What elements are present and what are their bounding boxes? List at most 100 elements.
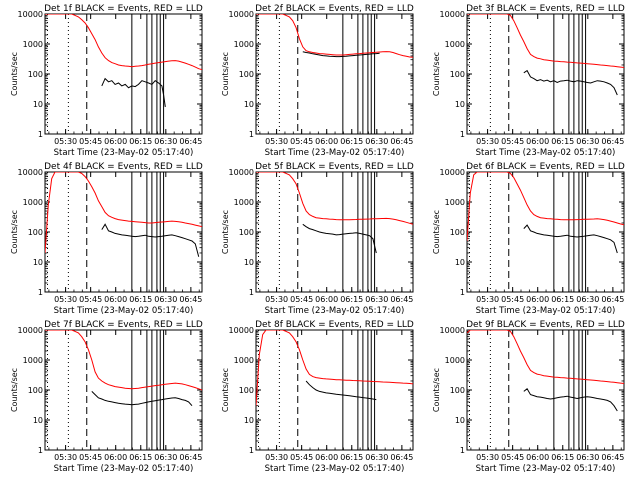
y-tick-label: 10 (244, 416, 254, 425)
x-tick-label: 06:45 (390, 295, 413, 304)
data-area (45, 172, 202, 292)
y-tick-label: 100 (28, 386, 43, 395)
data-area (467, 330, 624, 450)
x-tick-label: 06:30 (576, 295, 599, 304)
x-tick-label: 05:30 (54, 453, 77, 462)
data-area (467, 14, 624, 134)
y-tick-label: 1 (460, 130, 465, 139)
chart-title: Det 9f BLACK = Events, RED = LLD (466, 320, 625, 330)
y-tick-label: 1 (38, 446, 43, 455)
x-tick-label: 06:15 (551, 295, 574, 304)
y-tick-label: 10 (33, 258, 43, 267)
y-tick-label: 1 (460, 288, 465, 297)
y-tick-label: 10000 (229, 168, 254, 177)
y-axis-label: Counts/sec (432, 210, 441, 254)
y-tick-label: 1 (460, 446, 465, 455)
x-axis-label: Start Time (23-May-02 05:17:40) (54, 306, 194, 316)
x-tick-label: 05:45 (290, 453, 313, 462)
y-tick-label: 1 (249, 130, 254, 139)
x-tick-label: 05:45 (501, 137, 524, 146)
y-tick-label: 100 (450, 228, 465, 237)
x-tick-label: 06:30 (154, 137, 177, 146)
y-tick-label: 100 (450, 386, 465, 395)
chart-panel-5: Det 5f BLACK = Events, RED = LLD 1 10 100 10… (221, 162, 414, 316)
series-line-lld (45, 172, 202, 254)
y-axis-label: Counts/sec (221, 52, 230, 96)
x-axis-label: Start Time (23-May-02 05:17:40) (265, 148, 405, 158)
y-tick-label: 1 (38, 288, 43, 297)
chart-panel-3: Det 3f BLACK = Events, RED = LLD 1 10 100 10… (432, 4, 625, 158)
y-tick-label: 10000 (229, 326, 254, 335)
x-tick-label: 06:15 (551, 137, 574, 146)
y-tick-label: 100 (239, 386, 254, 395)
y-axis-label: Counts/sec (10, 210, 19, 254)
x-tick-label: 06:00 (104, 137, 127, 146)
y-tick-label: 1 (249, 288, 254, 297)
x-tick-label: 06:45 (179, 137, 202, 146)
x-tick-label: 06:15 (129, 137, 152, 146)
x-tick-label: 06:15 (129, 453, 152, 462)
y-axis-label: Counts/sec (221, 368, 230, 412)
y-axis-label: Counts/sec (432, 368, 441, 412)
x-tick-label: 06:00 (315, 453, 338, 462)
chart-title: Det 6f BLACK = Events, RED = LLD (466, 162, 625, 172)
y-axis-label: Counts/sec (221, 210, 230, 254)
series-line-events (523, 224, 618, 254)
series-line-events (523, 388, 618, 412)
data-area (45, 330, 202, 450)
chart-title: Det 8f BLACK = Events, RED = LLD (255, 320, 414, 330)
chart-title: Det 5f BLACK = Events, RED = LLD (255, 162, 414, 172)
y-tick-label: 10000 (18, 168, 43, 177)
series-line-lld (256, 172, 413, 225)
x-tick-label: 05:45 (290, 295, 313, 304)
chart-title: Det 1f BLACK = Events, RED = LLD (44, 4, 203, 14)
chart-title: Det 7f BLACK = Events, RED = LLD (44, 320, 203, 330)
series-line-lld (45, 330, 202, 391)
x-tick-label: 06:45 (601, 137, 624, 146)
series-line-events (101, 223, 200, 257)
x-tick-label: 05:30 (476, 137, 499, 146)
x-tick-label: 05:45 (79, 137, 102, 146)
data-area (256, 14, 413, 134)
x-tick-label: 06:30 (576, 137, 599, 146)
y-tick-label: 10 (455, 100, 465, 109)
data-area (45, 14, 202, 134)
data-area (256, 172, 413, 292)
y-tick-label: 10000 (18, 10, 43, 19)
x-tick-label: 05:45 (501, 295, 524, 304)
chart-panel-1: Det 1f BLACK = Events, RED = LLD 1 10 100 10… (10, 4, 203, 158)
y-tick-label: 1000 (23, 40, 43, 49)
x-tick-label: 06:00 (104, 453, 127, 462)
y-tick-label: 1000 (234, 40, 254, 49)
x-tick-label: 06:30 (365, 137, 388, 146)
x-tick-label: 05:30 (265, 453, 288, 462)
x-tick-label: 05:30 (476, 295, 499, 304)
x-axis-label: Start Time (23-May-02 05:17:40) (54, 464, 194, 474)
x-tick-label: 06:00 (104, 295, 127, 304)
x-tick-label: 06:30 (154, 453, 177, 462)
x-tick-label: 06:45 (179, 453, 202, 462)
x-axis-label: Start Time (23-May-02 05:17:40) (265, 464, 405, 474)
y-tick-label: 10000 (18, 326, 43, 335)
x-tick-label: 06:00 (526, 137, 549, 146)
x-tick-label: 06:45 (601, 453, 624, 462)
x-tick-label: 06:15 (129, 295, 152, 304)
y-tick-label: 1000 (445, 198, 465, 207)
series-line-events (302, 51, 380, 58)
y-tick-label: 10 (244, 100, 254, 109)
y-tick-label: 10 (455, 258, 465, 267)
chart-panel-6: Det 6f BLACK = Events, RED = LLD 1 10 100 10… (432, 162, 625, 316)
x-tick-label: 06:15 (340, 137, 363, 146)
y-tick-label: 10 (33, 100, 43, 109)
x-axis-label: Start Time (23-May-02 05:17:40) (54, 148, 194, 158)
x-tick-label: 05:30 (265, 137, 288, 146)
y-tick-label: 100 (28, 70, 43, 79)
chart-panel-8: Det 8f BLACK = Events, RED = LLD 1 10 100 10… (221, 320, 414, 474)
chart-title: Det 2f BLACK = Events, RED = LLD (255, 4, 414, 14)
chart-panel-2: Det 2f BLACK = Events, RED = LLD 1 10 100 10… (221, 4, 414, 158)
series-line-events (91, 391, 193, 407)
x-tick-label: 05:45 (501, 453, 524, 462)
series-line-lld (256, 14, 413, 58)
y-tick-label: 100 (239, 70, 254, 79)
y-tick-label: 10 (33, 416, 43, 425)
